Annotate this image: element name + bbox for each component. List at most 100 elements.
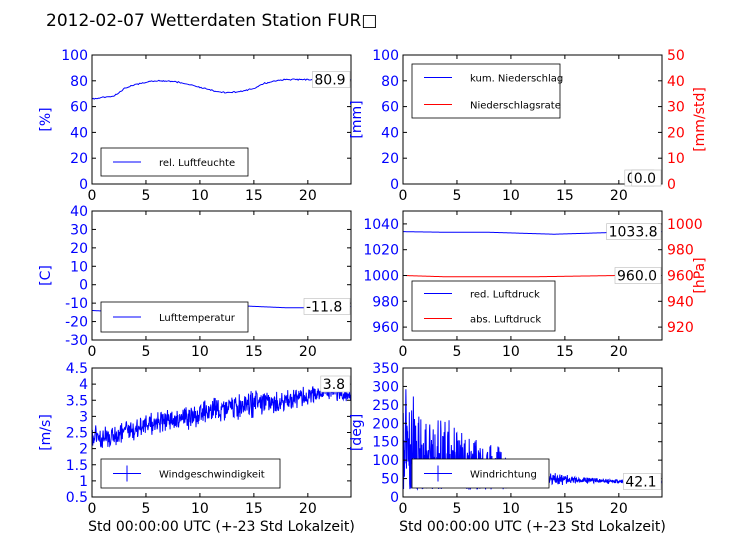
y-tick-label: 3 [79,409,88,425]
legend-entry-label: kum. Niederschlag [470,74,563,85]
y-tick-label: 300 [372,379,399,395]
series-line-windspeed-0 [92,383,351,448]
y-right-tick-label: 940 [667,294,694,310]
y-tick-label: 60 [381,100,399,116]
value-annotation-box [631,169,662,187]
value-annotation: 3.8 [323,377,345,393]
y-tick-label: 1.5 [66,458,88,474]
x-tick-label: 15 [245,188,263,204]
y-right-axis-label: [mm/std] [692,87,708,152]
chart-windspeed: 0 5 10 15 20 0.511.522.533.544.5 [m/s] Std 00:0… [38,361,355,535]
y-right-tick-label: 30 [667,100,685,116]
figure-title: 2012-02-07 Wetterdaten Station FUR□ [46,11,377,31]
x-tick-label: 5 [452,501,461,517]
y-tick-label: 960 [372,320,399,336]
value-annotation: -11.8 [306,299,342,315]
plot-frame [402,54,663,185]
y-tick-label: 980 [372,294,399,310]
x-axis-label: Std 00:00:00 UTC (+-23 Std Lokalzeit) [399,519,666,535]
value-annotation-box [614,267,662,284]
x-tick-label: 10 [191,188,209,204]
y-right-tick-label: 0 [667,177,676,193]
value-annotation-box [320,375,351,393]
x-tick-label: 0 [88,188,97,204]
x-tick-label: 15 [556,188,574,204]
y-tick-label: 30 [70,222,88,238]
y-tick-label: 150 [372,435,399,451]
x-tick-label: 5 [141,344,150,360]
y-tick-label: -30 [65,333,88,349]
value-annotation-box [606,223,662,240]
y-axis-label: [%] [38,107,54,131]
value-annotation: 80.9 [314,73,345,89]
y-tick-label: 100 [372,48,399,64]
legend-entry-label: abs. Luftdruck [470,315,541,326]
x-tick-label: 10 [191,501,209,517]
y-right-tick-label: 920 [667,320,694,336]
y-tick-label: 0 [79,278,88,294]
legend-entry-label: Niederschlagsrate [470,101,561,112]
plot-frame [91,210,352,341]
y-tick-label: 0 [79,177,88,193]
y-tick-label: 20 [70,241,88,257]
y-right-tick-label: 40 [667,74,685,90]
chart-temperature: 0 5 10 15 20 -30 -20 -10 0 10 20 30 40 [C] Lufttempera… [38,204,352,360]
y-right-tick-label: 10 [667,151,685,167]
x-tick-label: 0 [399,344,408,360]
x-tick-label: 10 [502,188,520,204]
y-tick-label: 80 [70,74,88,90]
y-tick-label: 80 [381,74,399,90]
x-tick-label: 5 [452,188,461,204]
legend-entry-label: Windgeschwindigkeit [159,470,265,481]
legend-box [411,280,556,332]
chart-precip: 0 5 10 15 20 0 20 40 60 80 100 0 10 20 30 40 50 [mm] [mm/s… [349,48,708,204]
y-right-tick-label: 980 [667,243,694,259]
value-annotation: 42.1 [625,475,656,491]
y-tick-label: 3.5 [66,393,88,409]
value-annotation: 960.0 [617,269,657,285]
y-tick-label: 40 [381,125,399,141]
x-tick-label: 20 [610,344,628,360]
y-right-tick-label: 960 [667,269,694,285]
value-annotation-box [303,298,351,315]
x-tick-label: 15 [556,501,574,517]
x-tick-label: 20 [299,188,317,204]
y-tick-label: 20 [381,151,399,167]
value-annotation-box [312,71,351,88]
y-tick-label: 10 [70,259,88,275]
x-tick-label: 5 [141,188,150,204]
x-tick-label: 10 [191,344,209,360]
y-right-tick-label: 50 [667,48,685,64]
x-tick-label: 0 [399,188,408,204]
y-tick-label: 200 [372,416,399,432]
y-tick-label: 1 [79,474,88,490]
legend-box [411,63,561,119]
plot-frame [402,367,663,498]
value-annotation: 1033.8 [609,225,658,241]
x-tick-label: 0 [399,501,408,517]
y-tick-label: 20 [70,151,88,167]
y-tick-label: 0 [390,490,399,506]
legend-entry-label: Lufttemperatur [159,313,236,324]
x-tick-label: 15 [245,501,263,517]
value-annotation-box [623,473,662,490]
y-tick-label: 100 [61,48,88,64]
x-tick-label: 0 [88,501,97,517]
y-tick-label: 1040 [363,217,399,233]
plot-frame [91,54,352,185]
x-tick-label: 0 [88,344,97,360]
y-tick-label: 0.5 [66,490,88,506]
chart-pressure: 0 5 10 15 20 960 980 1000 1020 1040 920 940 960 980 10… [363,210,708,360]
x-tick-label: 20 [610,188,628,204]
x-tick-label: 5 [141,501,150,517]
x-tick-label: 15 [245,344,263,360]
x-axis-label: Std 00:00:00 UTC (+-23 Std Lokalzeit) [88,519,355,535]
y-tick-label: 1000 [363,269,399,285]
y-tick-label: 0 [390,177,399,193]
y-tick-label: 4 [79,377,88,393]
value-annotation: 0.0 [634,171,656,187]
y-tick-label: 60 [70,100,88,116]
